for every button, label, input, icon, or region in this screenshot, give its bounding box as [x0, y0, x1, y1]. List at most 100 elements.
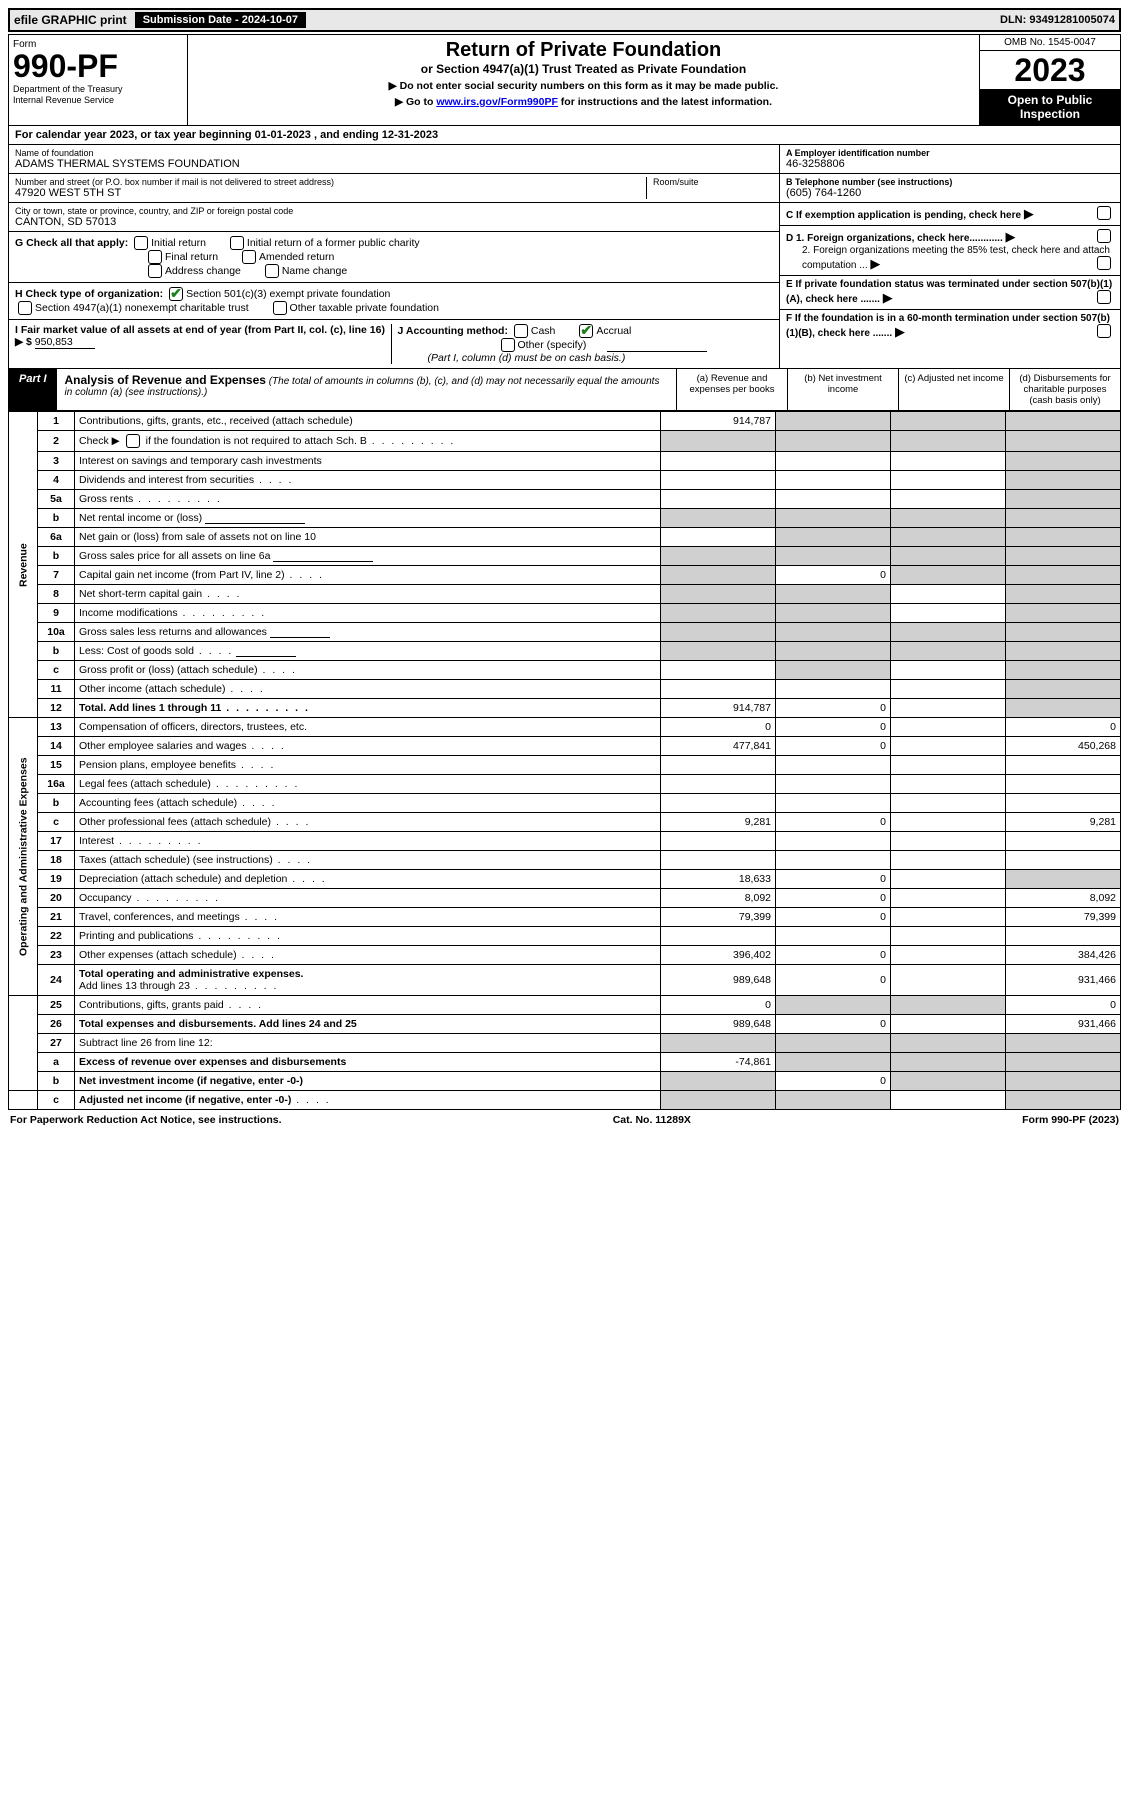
dln-label: DLN: 93491281005074	[1000, 14, 1115, 26]
checkbox-initial-return-former[interactable]	[230, 236, 244, 250]
checkbox-d2[interactable]	[1097, 256, 1111, 270]
row-7: 7Capital gain net income (from Part IV, …	[9, 566, 1121, 585]
row-27a: aExcess of revenue over expenses and dis…	[9, 1053, 1121, 1072]
row-18: 18Taxes (attach schedule) (see instructi…	[9, 851, 1121, 870]
r27-desc: Subtract line 26 from line 12:	[75, 1034, 661, 1053]
row-17: 17Interest	[9, 832, 1121, 851]
header: Form 990-PF Department of the Treasury I…	[8, 34, 1121, 126]
row-27b: bNet investment income (if negative, ent…	[9, 1072, 1121, 1091]
checkbox-name-change[interactable]	[265, 264, 279, 278]
row-19: 19Depreciation (attach schedule) and dep…	[9, 870, 1121, 889]
row-24: 24Total operating and administrative exp…	[9, 965, 1121, 996]
d2-label: 2. Foreign organizations meeting the 85%…	[802, 245, 1110, 271]
r16a-desc: Legal fees (attach schedule)	[79, 778, 211, 790]
r27c-desc: Adjusted net income (if negative, enter …	[79, 1094, 291, 1106]
checkbox-other-taxable[interactable]	[273, 301, 287, 315]
r15-desc: Pension plans, employee benefits	[79, 759, 236, 771]
footer-right: Form 990-PF (2023)	[1022, 1114, 1119, 1126]
checkbox-4947a1[interactable]	[18, 301, 32, 315]
checkbox-accrual[interactable]	[579, 324, 593, 338]
address-label: Number and street (or P.O. box number if…	[15, 177, 640, 187]
r6b-input[interactable]	[273, 561, 373, 562]
r21-d: 79,399	[1006, 908, 1121, 927]
info-section: Name of foundation ADAMS THERMAL SYSTEMS…	[8, 145, 1121, 369]
r16c-b: 0	[776, 813, 891, 832]
address: 47920 WEST 5TH ST	[15, 187, 640, 199]
r25-d: 0	[1006, 996, 1121, 1015]
checkbox-address-change[interactable]	[148, 264, 162, 278]
r2-post: if the foundation is not required to att…	[146, 435, 367, 447]
row-10b: bLess: Cost of goods sold	[9, 642, 1121, 661]
g-label: G Check all that apply:	[15, 237, 128, 249]
r24-title: Total operating and administrative expen…	[79, 968, 303, 980]
r16c-d: 9,281	[1006, 813, 1121, 832]
r1-desc: Contributions, gifts, grants, etc., rece…	[75, 412, 661, 431]
row-4: 4Dividends and interest from securities	[9, 471, 1121, 490]
r19-desc: Depreciation (attach schedule) and deple…	[79, 873, 287, 885]
row-11: 11Other income (attach schedule)	[9, 680, 1121, 699]
r20-d: 8,092	[1006, 889, 1121, 908]
checkbox-501c3[interactable]	[169, 287, 183, 301]
h-opt-1: Section 501(c)(3) exempt private foundat…	[186, 288, 390, 300]
row-6a: 6aNet gain or (loss) from sale of assets…	[9, 528, 1121, 547]
footer-mid: Cat. No. 11289X	[613, 1114, 691, 1126]
section-h: H Check type of organization: Section 50…	[9, 283, 779, 320]
checkbox-cash[interactable]	[514, 324, 528, 338]
checkbox-d1[interactable]	[1097, 229, 1111, 243]
r21-b: 0	[776, 908, 891, 927]
r24-b: 0	[776, 965, 891, 996]
r19-b: 0	[776, 870, 891, 889]
row-9: 9Income modifications	[9, 604, 1121, 623]
r10b-input[interactable]	[236, 656, 296, 657]
arrow-icon: ▶	[883, 290, 893, 305]
r16c-a: 9,281	[661, 813, 776, 832]
form-subtitle: or Section 4947(a)(1) Trust Treated as P…	[200, 62, 967, 76]
r26-desc: Total expenses and disbursements. Add li…	[75, 1015, 661, 1034]
calendar-year-row: For calendar year 2023, or tax year begi…	[8, 126, 1121, 145]
r24-d: 931,466	[1006, 965, 1121, 996]
checkbox-f[interactable]	[1097, 324, 1111, 338]
r12-a: 914,787	[661, 699, 776, 718]
checkbox-amended-return[interactable]	[242, 250, 256, 264]
analysis-table: Revenue 1 Contributions, gifts, grants, …	[8, 411, 1121, 1110]
r10b-desc: Less: Cost of goods sold	[79, 645, 194, 657]
row-14: 14Other employee salaries and wages477,8…	[9, 737, 1121, 756]
section-g: G Check all that apply: Initial return I…	[9, 232, 779, 283]
r20-desc: Occupancy	[79, 892, 132, 904]
h-label: H Check type of organization:	[15, 288, 163, 300]
r27a-a: -74,861	[661, 1053, 776, 1072]
form-number: 990-PF	[13, 50, 183, 82]
r23-a: 396,402	[661, 946, 776, 965]
part-1-header: Part I Analysis of Revenue and Expenses …	[8, 369, 1121, 411]
form-title: Return of Private Foundation	[200, 39, 967, 62]
d1-label: D 1. Foreign organizations, check here..…	[786, 233, 1003, 244]
checkbox-schb[interactable]	[126, 434, 140, 448]
instruction-1: ▶ Do not enter social security numbers o…	[200, 80, 967, 92]
row-5b: bNet rental income or (loss)	[9, 509, 1121, 528]
checkbox-final-return[interactable]	[148, 250, 162, 264]
checkbox-e[interactable]	[1097, 290, 1111, 304]
r21-desc: Travel, conferences, and meetings	[79, 911, 240, 923]
form-link[interactable]: www.irs.gov/Form990PF	[436, 96, 558, 108]
arrow-icon: ▶	[895, 324, 905, 339]
r1-a: 914,787	[661, 412, 776, 431]
checkbox-other-method[interactable]	[501, 338, 515, 352]
r10a-input[interactable]	[270, 637, 330, 638]
open-public-badge: Open to Public Inspection	[980, 89, 1120, 125]
row-16b: bAccounting fees (attach schedule)	[9, 794, 1121, 813]
r7-b: 0	[776, 566, 891, 585]
checkbox-initial-return[interactable]	[134, 236, 148, 250]
checkbox-c[interactable]	[1097, 206, 1111, 220]
r5a-desc: Gross rents	[79, 493, 133, 505]
r10c-desc: Gross profit or (loss) (attach schedule)	[79, 664, 258, 676]
efile-print-button[interactable]: efile GRAPHIC print	[14, 13, 127, 27]
r24-desc: Add lines 13 through 23	[79, 980, 190, 992]
r2-pre: Check ▶	[79, 435, 120, 447]
r9-desc: Income modifications	[79, 607, 178, 619]
r17-desc: Interest	[79, 835, 114, 847]
r6a-desc: Net gain or (loss) from sale of assets n…	[75, 528, 661, 547]
row-27c: cAdjusted net income (if negative, enter…	[9, 1091, 1121, 1110]
r5b-input[interactable]	[205, 523, 305, 524]
submission-date: Submission Date - 2024-10-07	[135, 12, 306, 28]
r12-desc: Total. Add lines 1 through 11	[79, 702, 221, 714]
